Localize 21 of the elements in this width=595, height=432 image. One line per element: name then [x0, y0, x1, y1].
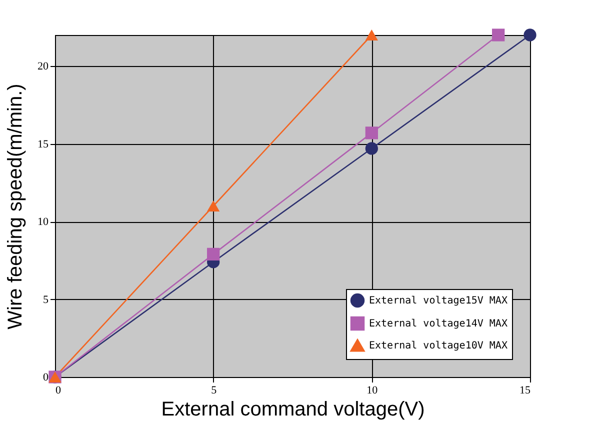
x-axis-title: External command voltage(V) — [161, 398, 425, 420]
legend-label: External voltage10V MAX — [369, 340, 508, 352]
point — [207, 200, 220, 212]
y-tick-label: 20 — [38, 60, 49, 73]
x-tick-label: 5 — [211, 384, 218, 396]
point — [365, 30, 378, 40]
point — [207, 248, 220, 261]
legend-label: External voltage14V MAX — [369, 318, 508, 330]
x-tick-label: 0 — [56, 384, 62, 396]
x-tick-label: 15 — [520, 384, 531, 396]
point — [524, 28, 536, 42]
point — [365, 142, 378, 155]
x-tick-label: 10 — [366, 384, 378, 396]
y-tick-label: 5 — [43, 294, 49, 306]
y-tick-label: 0 — [43, 372, 49, 384]
legend-label: External voltage15V MAX — [369, 296, 508, 306]
point — [365, 126, 378, 140]
y-axis-title: Wire feeding speed(m/min.) — [4, 84, 26, 330]
y-tick-label: 15 — [38, 138, 49, 150]
y-tick-label: 10 — [38, 216, 49, 228]
point — [492, 28, 505, 42]
